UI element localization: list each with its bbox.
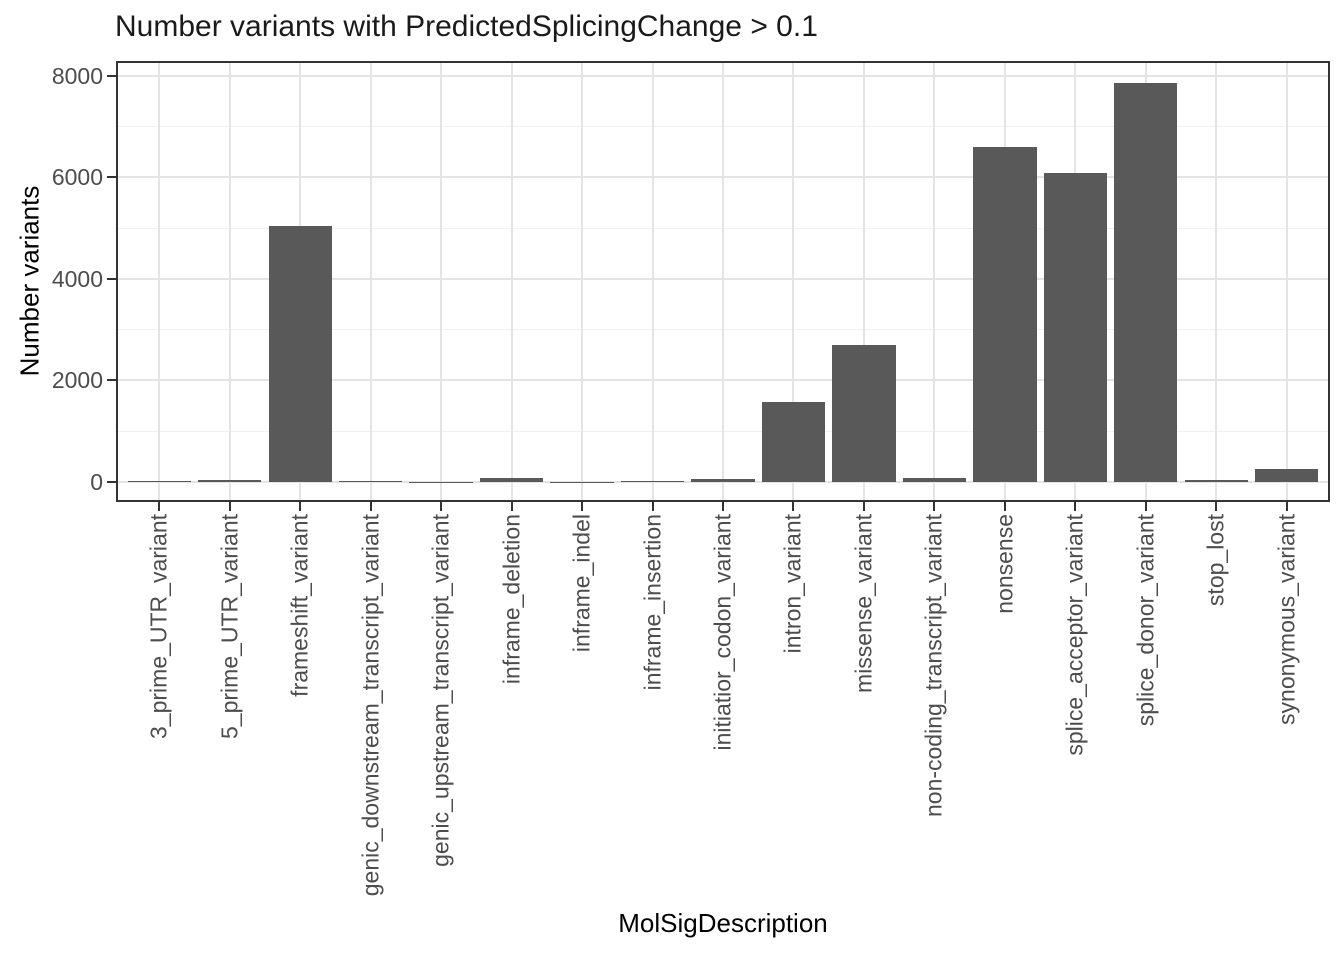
- x-tick-mark-genic_downstream_transcript_variant: [369, 502, 372, 511]
- x-tick-label-intron_variant: intron_variant: [779, 514, 806, 654]
- x-tick-label-missense_variant: missense_variant: [850, 514, 877, 693]
- x-tick-mark-synonymous_variant: [1285, 502, 1288, 511]
- bar-nonsense: [973, 147, 1037, 482]
- gridline-x-initiatior_codon_variant: [722, 62, 724, 501]
- x-tick-label-nonsense: nonsense: [991, 514, 1018, 614]
- gridline-x-3_prime_UTR_variant: [158, 62, 161, 501]
- x-tick-mark-splice_acceptor_variant: [1074, 502, 1077, 511]
- gridline-x-genic_downstream_transcript_variant: [369, 62, 372, 501]
- y-tick-mark-4000: [107, 277, 116, 280]
- x-tick-mark-inframe_insertion: [651, 502, 654, 511]
- x-tick-label-splice_acceptor_variant: splice_acceptor_variant: [1061, 514, 1088, 756]
- bar-missense_variant: [832, 345, 896, 482]
- gridline-x-synonymous_variant: [1285, 62, 1288, 501]
- x-tick-mark-splice_donor_variant: [1144, 502, 1147, 511]
- y-tick-mark-6000: [107, 176, 116, 179]
- y-tick-label-4000: 4000: [51, 265, 103, 292]
- bar-non-coding_transcript_variant: [902, 478, 967, 482]
- x-tick-label-non-coding_transcript_variant: non-coding_transcript_variant: [920, 514, 947, 818]
- x-tick-mark-non-coding_transcript_variant: [933, 502, 936, 511]
- x-tick-label-genic_downstream_transcript_variant: genic_downstream_transcript_variant: [357, 514, 384, 897]
- plot-panel-border: [116, 61, 1330, 502]
- y-tick-label-0: 0: [90, 469, 103, 495]
- bar-splice_donor_variant: [1114, 83, 1178, 482]
- bar-inframe_deletion: [479, 477, 544, 482]
- x-tick-label-inframe_indel: inframe_indel: [568, 514, 595, 653]
- bar-intron_variant: [761, 401, 826, 482]
- y-tick-label-8000: 8000: [51, 62, 103, 89]
- x-tick-label-genic_upstream_transcript_variant: genic_upstream_transcript_variant: [427, 514, 454, 867]
- bar-synonymous_variant: [1255, 469, 1319, 482]
- gridline-x-genic_upstream_transcript_variant: [440, 62, 443, 501]
- x-tick-mark-frameshift_variant: [299, 502, 302, 511]
- bar-inframe_insertion: [620, 480, 685, 482]
- x-axis-title: MolSigDescription: [618, 908, 828, 938]
- x-tick-mark-intron_variant: [792, 502, 795, 511]
- x-tick-label-splice_donor_variant: splice_donor_variant: [1132, 514, 1159, 727]
- gridline-x-inframe_deletion: [510, 62, 513, 501]
- x-tick-mark-missense_variant: [862, 502, 865, 511]
- gridline-x-intron_variant: [792, 62, 795, 501]
- bar-3_prime_UTR_variant: [127, 480, 191, 482]
- gridline-x-non-coding_transcript_variant: [933, 62, 936, 501]
- bar-splice_acceptor_variant: [1043, 172, 1108, 482]
- x-tick-mark-nonsense: [1003, 502, 1006, 511]
- y-tick-label-2000: 2000: [51, 367, 103, 394]
- y-tick-label-6000: 6000: [51, 164, 103, 191]
- gridline-x-stop_lost: [1215, 62, 1218, 501]
- bar-initiatior_codon_variant: [691, 478, 755, 482]
- y-tick-mark-0: [107, 481, 116, 483]
- y-tick-mark-8000: [107, 74, 116, 77]
- x-tick-label-inframe_insertion: inframe_insertion: [638, 514, 665, 691]
- x-tick-mark-inframe_deletion: [510, 502, 513, 511]
- x-tick-mark-genic_upstream_transcript_variant: [440, 502, 443, 511]
- x-tick-label-frameshift_variant: frameshift_variant: [286, 514, 313, 697]
- x-tick-label-5_prime_UTR_variant: 5_prime_UTR_variant: [216, 514, 243, 739]
- gridline-x-missense_variant: [862, 62, 865, 501]
- chart-title: Number variants with PredictedSplicingCh…: [115, 10, 818, 43]
- y-tick-mark-2000: [107, 379, 116, 382]
- x-tick-mark-5_prime_UTR_variant: [228, 502, 231, 511]
- gridline-x-inframe_indel: [581, 62, 584, 501]
- bar-frameshift_variant: [268, 225, 332, 482]
- x-tick-mark-stop_lost: [1215, 502, 1218, 511]
- gridline-x-5_prime_UTR_variant: [228, 62, 231, 501]
- x-tick-label-3_prime_UTR_variant: 3_prime_UTR_variant: [145, 514, 172, 739]
- x-tick-mark-inframe_indel: [581, 502, 584, 511]
- x-tick-label-synonymous_variant: synonymous_variant: [1273, 514, 1300, 725]
- x-tick-mark-3_prime_UTR_variant: [158, 502, 161, 511]
- bar-stop_lost: [1184, 480, 1248, 482]
- bar-genic_downstream_transcript_variant: [338, 480, 403, 482]
- x-tick-label-inframe_deletion: inframe_deletion: [497, 514, 524, 685]
- x-tick-label-stop_lost: stop_lost: [1202, 514, 1229, 607]
- bar-5_prime_UTR_variant: [198, 479, 262, 482]
- x-tick-label-initiatior_codon_variant: initiatior_codon_variant: [709, 514, 736, 751]
- x-tick-mark-initiatior_codon_variant: [722, 502, 724, 511]
- gridline-x-inframe_insertion: [651, 62, 654, 501]
